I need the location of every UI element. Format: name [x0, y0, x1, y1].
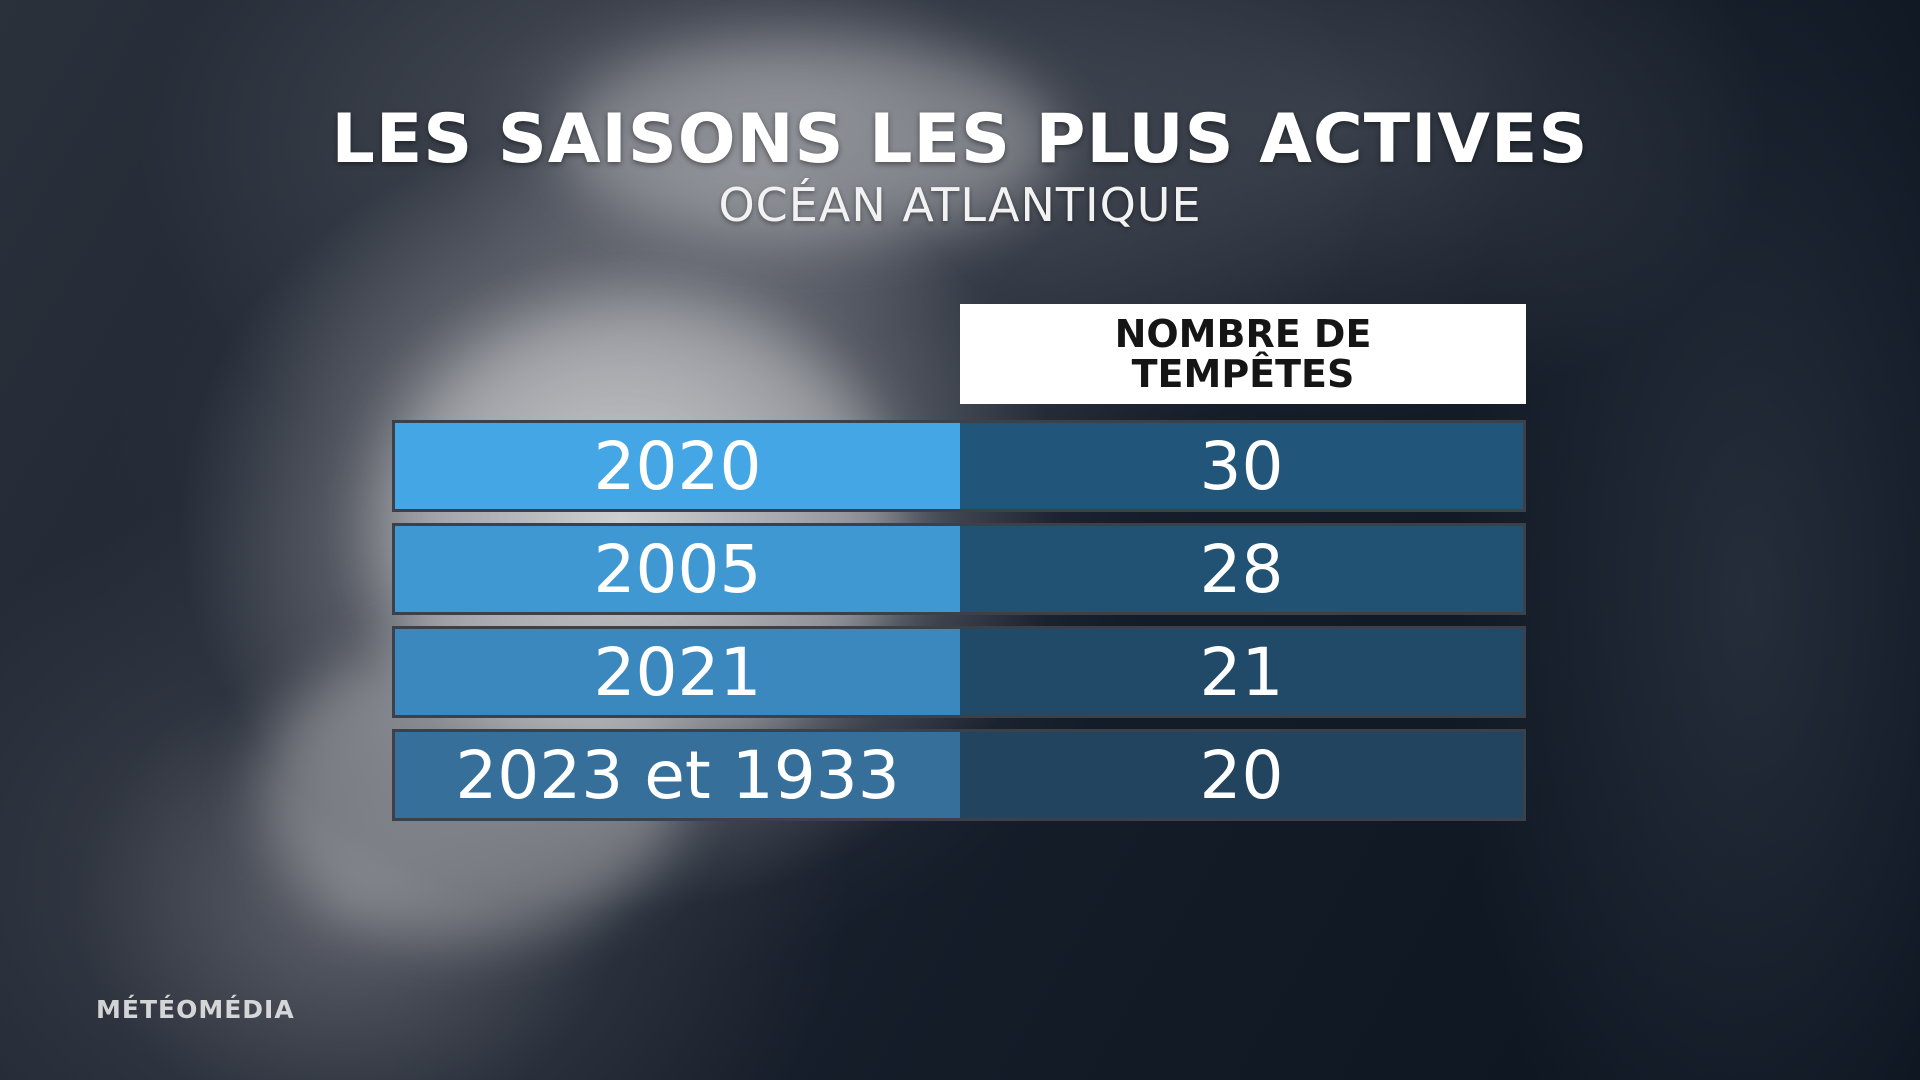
cloud-shape — [560, 40, 1060, 240]
column-header-line: NOMBRE DE — [1114, 312, 1372, 356]
season-year-cell: 2005 — [395, 526, 960, 612]
column-header-line: TEMPÊTES — [1131, 352, 1355, 396]
storm-count-cell: 28 — [960, 526, 1523, 612]
column-header-storm-count: NOMBRE DE TEMPÊTES — [960, 304, 1526, 404]
meteomedia-logo: MÉTÉOMÉDIA — [96, 995, 295, 1024]
page-title: LES SAISONS LES PLUS ACTIVES — [331, 100, 1589, 179]
storm-count-cell: 30 — [960, 423, 1523, 509]
table-row: 2023 et 1933 20 — [392, 729, 1526, 821]
storm-table: 2020 30 2005 28 2021 21 2023 et 1933 20 — [392, 420, 1526, 832]
season-year-cell: 2023 et 1933 — [395, 732, 960, 818]
table-row: 2005 28 — [392, 523, 1526, 615]
page-subtitle: OCÉAN ATLANTIQUE — [718, 178, 1202, 232]
table-row: 2020 30 — [392, 420, 1526, 512]
table-row: 2021 21 — [392, 626, 1526, 718]
storm-count-cell: 20 — [960, 732, 1523, 818]
season-year-cell: 2020 — [395, 423, 960, 509]
storm-count-cell: 21 — [960, 629, 1523, 715]
season-year-cell: 2021 — [395, 629, 960, 715]
